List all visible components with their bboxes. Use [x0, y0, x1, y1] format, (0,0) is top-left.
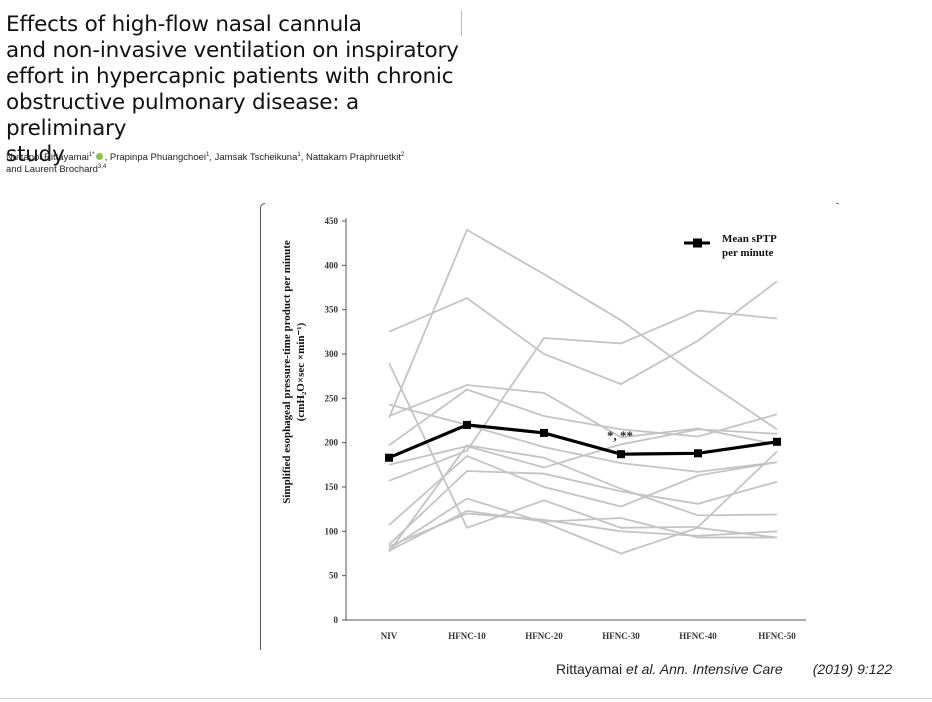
author-affiliation: 3,4: [97, 163, 107, 170]
patient-line: [388, 309, 778, 482]
x-tick-label: NIV: [381, 631, 398, 641]
y-tick-label: 200: [325, 438, 339, 448]
title-divider: [461, 10, 462, 36]
x-tick-label: HFNC-50: [758, 631, 796, 641]
x-tick-label: HFNC-10: [448, 631, 486, 641]
y-tick-label: 0: [334, 615, 339, 625]
y-tick-label: 450: [325, 216, 339, 226]
tick-labels: 0 50 100 150 200 250 300 350 400 450 NIV HFNC-10 HFN…: [325, 216, 797, 641]
sptp-line-chart: Simplified esophageal pressure-time prod…: [281, 216, 806, 641]
y-tick-label: 400: [325, 260, 339, 270]
patient-line: [388, 509, 777, 552]
legend-label-line1: Mean sPTP: [722, 233, 777, 245]
author-name: and Laurent Brochard: [6, 164, 98, 175]
x-tick-label: HFNC-30: [602, 631, 640, 641]
figure-frame-corner: [836, 203, 839, 204]
y-axis-label: Simplified esophageal pressure-time prod…: [281, 240, 307, 504]
orcid-icon[interactable]: [95, 152, 103, 160]
paper-title-line: effort in hypercapnic patients with chro…: [6, 64, 454, 89]
patient-line: [388, 228, 778, 431]
y-tick-label: 50: [329, 571, 339, 581]
citation: Rittayamai et al. Ann. Intensive Care (20…: [556, 661, 892, 677]
patient-line: [388, 384, 778, 446]
author-affiliation: 1*: [88, 151, 95, 158]
citation-author: Rittayamai: [556, 661, 627, 677]
patient-line: [388, 512, 778, 548]
paper-title-line: Effects of high-flow nasal cannula: [6, 12, 362, 37]
patient-line: [388, 454, 778, 526]
mean-point: [773, 437, 781, 446]
y-tick-label: 150: [325, 482, 339, 492]
y-tick-label: 350: [325, 305, 339, 315]
mean-point: [694, 449, 702, 458]
author-name: Prapinpa Phuangchoei: [109, 152, 206, 163]
author-affiliation: 2: [401, 151, 405, 158]
mean-point: [385, 453, 393, 462]
author-name: Nattakarn Praphruetkit: [305, 152, 402, 163]
mean-point: [617, 450, 625, 459]
x-tick-label: HFNC-20: [525, 631, 563, 641]
significance-annotation: *, **: [607, 428, 633, 443]
legend-marker: [693, 238, 702, 248]
x-tick-label: HFNC-40: [679, 631, 717, 641]
mean-line: [388, 423, 778, 460]
paper-title-line: and non-invasive ventilation on inspirat…: [6, 38, 459, 63]
legend: Mean sPTP per minute: [684, 233, 777, 259]
individual-patient-lines: [388, 228, 778, 555]
patient-line: [388, 444, 778, 553]
patient-line: [388, 280, 778, 386]
y-tick-label: 300: [325, 349, 339, 359]
patient-line: [388, 497, 778, 555]
chart-axes: [342, 218, 806, 621]
author-name: Jamsak Tscheikuna: [214, 152, 298, 163]
patient-line: [388, 428, 778, 469]
paper-title-line: obstructive pulmonary disease: a prelimi…: [6, 90, 359, 141]
legend-label-line2: per minute: [722, 247, 774, 259]
author-name: Nuttapol Rittayamai: [6, 152, 89, 163]
author-separator: ,: [209, 152, 215, 163]
citation-year-volume: (2019) 9:122: [812, 661, 893, 677]
page-bottom-rule: [0, 698, 932, 699]
y-axis-label-line1: Simplified esophageal pressure-time prod…: [281, 240, 293, 504]
mean-point: [463, 420, 471, 429]
y-tick-label: 100: [325, 526, 339, 536]
citation-journal: et al. Ann. Intensive Care: [626, 661, 783, 677]
mean-series: [385, 420, 781, 462]
patient-line: [388, 470, 778, 546]
author-separator: ,: [300, 152, 306, 163]
author-list: Nuttapol Rittayamai1*, Prapinpa Phuangch…: [6, 152, 486, 176]
author-affiliation: 1: [297, 151, 301, 158]
y-axis-label-line2: (cmH₂O×sec ×min⁻¹): [295, 322, 307, 421]
author-affiliation: 1: [206, 151, 210, 158]
author-separator: ,: [104, 152, 110, 163]
patient-line: [388, 362, 778, 529]
figure-frame: [260, 203, 265, 650]
paper-title-line: study: [6, 142, 65, 167]
patient-line: [388, 388, 778, 447]
mean-point: [540, 428, 548, 437]
y-tick-label: 250: [325, 393, 339, 403]
paper-title: Effects of high-flow nasal cannula and no…: [6, 12, 476, 168]
